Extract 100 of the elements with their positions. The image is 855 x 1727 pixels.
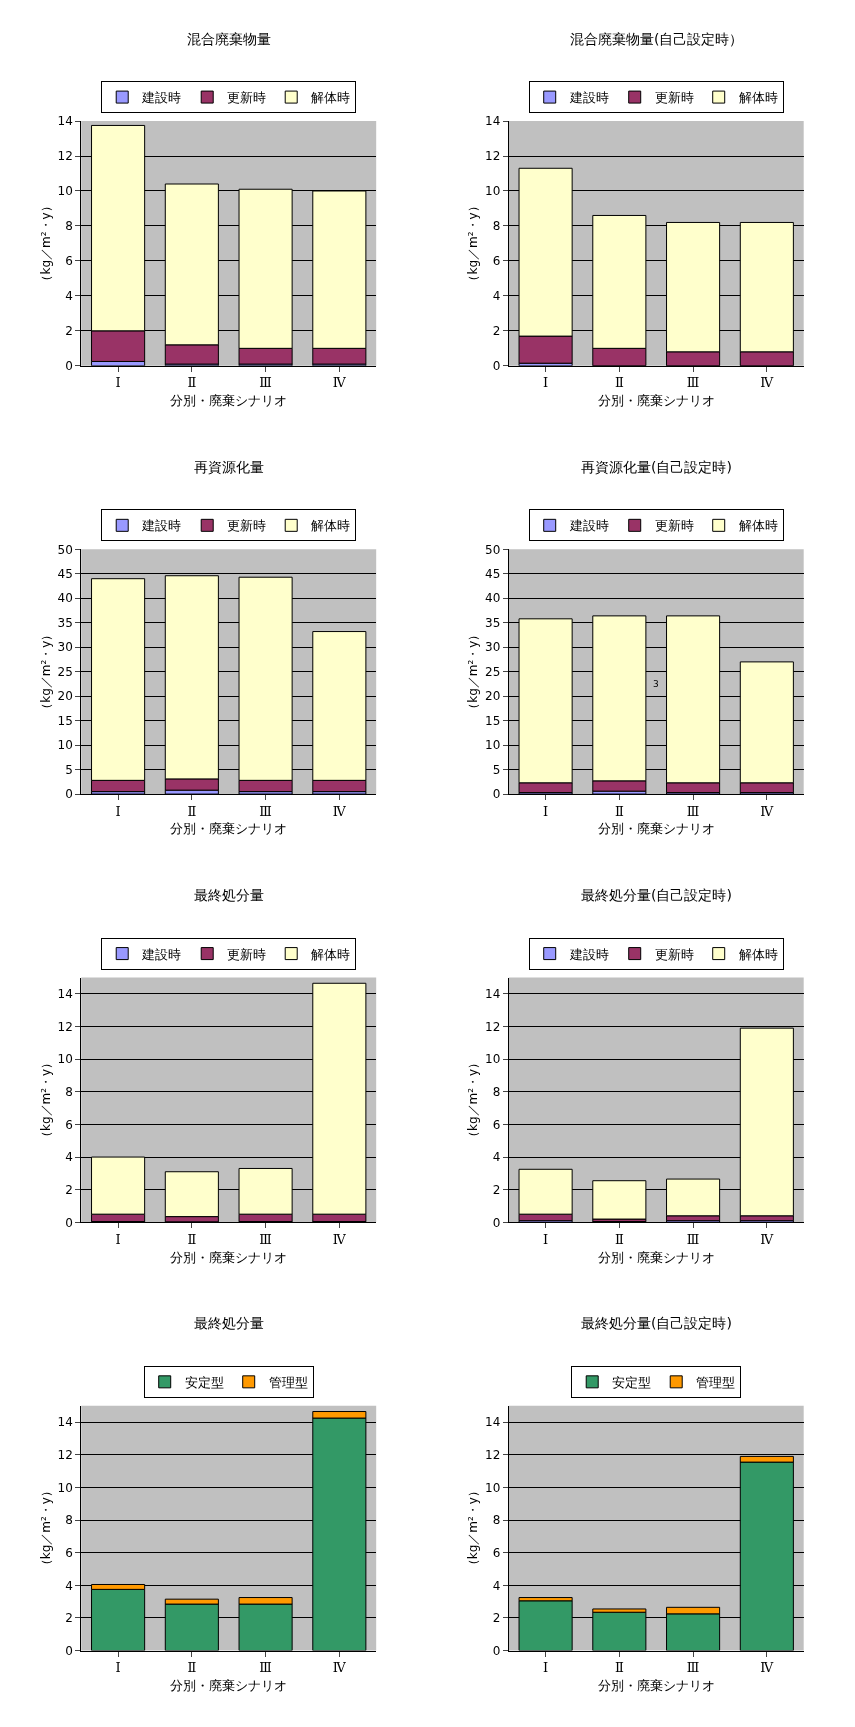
x-tick-label: Ⅲ [686, 375, 700, 391]
y-tick-label: 10 [57, 1480, 73, 1495]
y-tick-label: 4 [65, 1150, 73, 1165]
annotation: 3 [653, 679, 659, 689]
y-tick-label: 10 [485, 738, 501, 753]
x-tick-label: Ⅰ [543, 1231, 549, 1247]
legend-label: 解体時 [311, 90, 351, 106]
chart-title: 混合廃棄物量(自己設定時） [570, 31, 744, 47]
legend-label: 解体時 [738, 518, 778, 534]
y-tick-label: 10 [485, 1052, 501, 1067]
y-axis-title: （kg／m²・y） [38, 628, 53, 715]
x-tick-label: Ⅰ [115, 375, 121, 391]
y-tick-label: 2 [65, 1611, 73, 1626]
y-tick-label: 2 [492, 1611, 501, 1626]
x-tick-label: Ⅲ [259, 375, 272, 391]
x-tick-label: Ⅱ [614, 803, 624, 819]
legend-label: 更新時 [654, 518, 694, 534]
y-tick-label: 40 [57, 591, 73, 606]
x-axis-title: 分別・廃棄シナリオ [170, 1677, 288, 1693]
y-tick-label: 0 [65, 787, 73, 802]
x-tick-label: Ⅳ [760, 803, 775, 819]
x-tick-label: Ⅳ [332, 803, 347, 819]
y-tick-label: 14 [485, 1415, 501, 1430]
x-tick-label: Ⅱ [187, 375, 197, 391]
y-tick-label: 8 [492, 219, 501, 234]
legend-label: 更新時 [227, 518, 267, 534]
x-axis-title: 分別・廃棄シナリオ [597, 1677, 715, 1693]
x-tick-label: Ⅲ [686, 803, 700, 819]
y-tick-label: 10 [485, 1480, 501, 1495]
y-tick-label: 0 [65, 1643, 73, 1658]
y-tick-label: 12 [485, 149, 501, 164]
x-tick-label: Ⅱ [614, 375, 624, 391]
x-tick-label: Ⅰ [543, 1660, 549, 1676]
y-tick-label: 14 [57, 114, 73, 129]
x-tick-label: Ⅳ [760, 1231, 775, 1247]
legend-label: 建設時 [568, 90, 609, 106]
x-tick-label: Ⅰ [543, 375, 549, 391]
legend-label: 管理型 [696, 1374, 736, 1390]
legend-label: 更新時 [227, 946, 267, 962]
x-tick-label: Ⅲ [259, 1660, 272, 1676]
y-tick-label: 0 [492, 1215, 501, 1230]
y-tick-label: 45 [485, 566, 501, 581]
x-tick-label: Ⅱ [187, 803, 197, 819]
y-tick-label: 8 [65, 1513, 73, 1528]
chart-title: 最終処分量 [194, 887, 264, 903]
legend-label: 建設時 [141, 518, 182, 534]
y-tick-label: 45 [57, 566, 73, 581]
chart-title: 最終処分量(自己設定時) [581, 887, 732, 903]
y-axis-title: （kg／m²・y） [38, 1485, 53, 1572]
y-tick-label: 30 [485, 640, 501, 655]
x-tick-label: Ⅱ [187, 1660, 197, 1676]
x-tick-label: Ⅲ [686, 1660, 700, 1676]
x-tick-label: Ⅳ [332, 1231, 347, 1247]
x-tick-label: Ⅳ [332, 1660, 347, 1676]
y-tick-label: 8 [65, 219, 73, 234]
x-tick-label: Ⅳ [332, 375, 347, 391]
y-tick-label: 10 [485, 184, 501, 199]
x-tick-label: Ⅱ [614, 1231, 624, 1247]
y-tick-label: 15 [485, 713, 501, 728]
legend-label: 更新時 [227, 90, 267, 106]
y-axis-title: （kg／m²・y） [38, 1056, 53, 1144]
y-tick-label: 12 [485, 1447, 501, 1462]
y-tick-label: 20 [485, 689, 501, 704]
x-tick-label: Ⅰ [115, 803, 121, 819]
x-tick-label: Ⅱ [187, 1231, 197, 1247]
y-tick-label: 5 [65, 762, 73, 777]
y-tick-label: 0 [492, 359, 501, 374]
legend-label: 更新時 [654, 90, 694, 106]
y-tick-label: 40 [485, 591, 501, 606]
y-tick-label: 50 [485, 542, 501, 557]
chart-title: 再資源化量 [194, 459, 264, 475]
y-tick-label: 25 [57, 664, 73, 679]
y-tick-label: 10 [57, 184, 73, 199]
y-tick-label: 6 [492, 1545, 501, 1560]
y-tick-label: 50 [57, 542, 73, 557]
x-tick-label: Ⅲ [259, 803, 272, 819]
y-tick-label: 4 [65, 1578, 73, 1593]
y-axis-title: （kg／m²・y） [466, 200, 481, 287]
y-tick-label: 2 [492, 1182, 501, 1197]
y-tick-label: 14 [57, 987, 73, 1002]
y-tick-label: 2 [492, 324, 501, 339]
x-axis-title: 分別・廃棄シナリオ [170, 1249, 288, 1265]
x-tick-label: Ⅳ [760, 375, 775, 391]
legend-label: 解体時 [738, 946, 778, 962]
legend-label: 建設時 [141, 90, 182, 106]
y-tick-label: 2 [65, 1182, 73, 1197]
y-tick-label: 8 [492, 1084, 501, 1099]
y-tick-label: 6 [65, 1117, 73, 1132]
chart-title: 再資源化量(自己設定時) [581, 459, 732, 475]
legend-label: 建設時 [141, 946, 182, 962]
x-tick-label: Ⅲ [259, 1231, 272, 1247]
y-tick-label: 15 [57, 713, 73, 728]
legend-label: 安定型 [184, 1374, 224, 1390]
x-tick-label: Ⅱ [614, 1660, 624, 1676]
y-axis-title: （kg／m²・y） [38, 200, 53, 287]
y-tick-label: 12 [485, 1019, 501, 1034]
y-tick-label: 14 [485, 114, 501, 129]
y-tick-label: 0 [492, 1643, 501, 1658]
y-tick-label: 8 [492, 1513, 501, 1528]
y-tick-label: 10 [57, 738, 73, 753]
